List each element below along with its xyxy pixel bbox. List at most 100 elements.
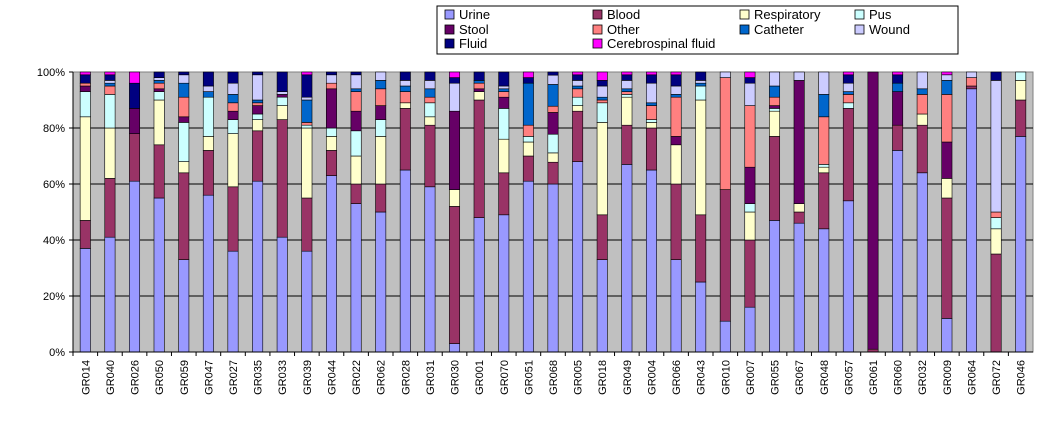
bar-segment-fluid xyxy=(350,71,362,76)
bar-segment-catheter xyxy=(424,88,436,98)
legend-swatch xyxy=(854,24,865,35)
bar-segment-blood xyxy=(670,183,682,260)
x-tick-label: GR049 xyxy=(622,360,634,395)
x-tick-label: GR067 xyxy=(794,360,806,395)
bar-segment-urine xyxy=(522,180,534,353)
bar-segment-wound xyxy=(695,80,707,84)
bar-segment-pus xyxy=(153,91,165,101)
bar-segment-other xyxy=(227,102,239,112)
bar-stack-gr030 xyxy=(449,71,461,353)
bar-segment-urine xyxy=(227,250,239,353)
bar-segment-blood xyxy=(522,155,534,182)
bar-stack-gr018 xyxy=(596,71,608,353)
bar-segment-urine xyxy=(1015,136,1027,353)
bar-segment-urine xyxy=(424,186,436,353)
bar-segment-fluid xyxy=(301,74,313,98)
bar-segment-pus xyxy=(596,102,608,123)
bar-segment-urine xyxy=(719,320,731,353)
bar-segment-urine xyxy=(842,200,854,353)
bar-segment-wound xyxy=(227,82,239,95)
bar-segment-respiratory xyxy=(941,178,953,199)
bar-stack-gr066 xyxy=(670,71,682,353)
bar-segment-stool xyxy=(252,105,264,115)
bar-segment-stool xyxy=(473,88,485,92)
bar-segment-pus xyxy=(522,136,534,143)
bar-segment-pus xyxy=(252,113,264,120)
y-tick-label: 40% xyxy=(43,235,65,247)
x-tick-label: GR047 xyxy=(203,360,215,395)
bar-segment-respiratory xyxy=(79,116,91,221)
bar-stack-gr072 xyxy=(990,71,1002,353)
bar-segment-wound xyxy=(449,82,461,112)
bar-segment-catheter xyxy=(375,80,387,90)
bar-segment-other xyxy=(399,91,411,104)
bar-segment-wound xyxy=(252,74,264,101)
bar-segment-catheter xyxy=(941,80,953,95)
bar-stack-gr001 xyxy=(473,71,485,353)
bar-segment-blood xyxy=(1015,99,1027,137)
bar-segment-other xyxy=(473,82,485,90)
bar-stack-gr068 xyxy=(547,71,559,353)
bar-segment-wound xyxy=(990,80,1002,213)
bar-stack-gr067 xyxy=(793,71,805,353)
bar-segment-stool xyxy=(325,88,337,129)
bar-segment-pus xyxy=(744,203,756,213)
bar-segment-urine xyxy=(645,169,657,353)
bar-segment-fluid xyxy=(670,74,682,87)
bar-segment-stool xyxy=(449,110,461,190)
bar-segment-wound xyxy=(375,71,387,81)
bar-segment-urine xyxy=(104,236,116,353)
bar-segment-blood xyxy=(325,150,337,176)
bar-segment-blood xyxy=(744,239,756,308)
bar-segment-stool xyxy=(547,112,559,135)
x-tick-label: GR027 xyxy=(228,360,240,395)
bar-segment-fluid xyxy=(104,74,116,81)
bar-stack-gr059 xyxy=(178,71,190,353)
legend-swatch xyxy=(592,9,603,20)
bar-segment-urine xyxy=(178,259,190,353)
legend-label: Fluid xyxy=(459,36,487,51)
bar-segment-other xyxy=(572,88,584,98)
bar-segment-blood xyxy=(916,124,928,174)
bar-segment-respiratory xyxy=(621,96,633,126)
x-tick-label: GR032 xyxy=(917,360,929,395)
bar-segment-cerebrospinal-fluid xyxy=(449,71,461,78)
bar-segment-cerebrospinal-fluid xyxy=(842,71,854,76)
bar-segment-other xyxy=(965,77,977,87)
bar-segment-blood xyxy=(178,172,190,260)
bar-segment-wound xyxy=(350,74,362,90)
x-tick-label: GR043 xyxy=(696,360,708,395)
bar-segment-other xyxy=(424,96,436,104)
bar-segment-catheter xyxy=(227,94,239,104)
bar-segment-catheter xyxy=(301,99,313,123)
bar-stack-gr051 xyxy=(522,71,534,353)
bar-segment-pus xyxy=(350,130,362,157)
bar-segment-wound xyxy=(769,71,781,87)
bar-segment-pus xyxy=(325,127,337,137)
bar-segment-blood xyxy=(473,99,485,218)
bar-stack-gr060 xyxy=(892,71,904,353)
bar-segment-other xyxy=(301,122,313,126)
bar-segment-blood xyxy=(104,178,116,238)
bar-segment-respiratory xyxy=(547,152,559,163)
bar-segment-blood xyxy=(227,186,239,252)
bar-segment-urine xyxy=(153,197,165,353)
x-tick-label: GR007 xyxy=(745,360,757,395)
bar-segment-fluid xyxy=(547,71,559,76)
bar-segment-blood xyxy=(547,161,559,185)
bar-segment-urine xyxy=(596,259,608,353)
bar-segment-catheter xyxy=(178,82,190,98)
bar-segment-blood xyxy=(842,108,854,202)
legend-swatch xyxy=(854,9,865,20)
bar-segment-urine xyxy=(375,211,387,353)
bar-segment-pus xyxy=(301,124,313,129)
bar-segment-wound xyxy=(719,71,731,78)
bar-segment-catheter xyxy=(498,88,510,92)
bar-segment-wound xyxy=(596,85,608,98)
bar-segment-other xyxy=(769,96,781,106)
bar-segment-wound xyxy=(202,85,214,92)
legend-swatch xyxy=(592,38,603,49)
bar-segment-other xyxy=(670,96,682,137)
x-tick-label: GR018 xyxy=(597,360,609,395)
bar-segment-respiratory xyxy=(276,105,288,120)
